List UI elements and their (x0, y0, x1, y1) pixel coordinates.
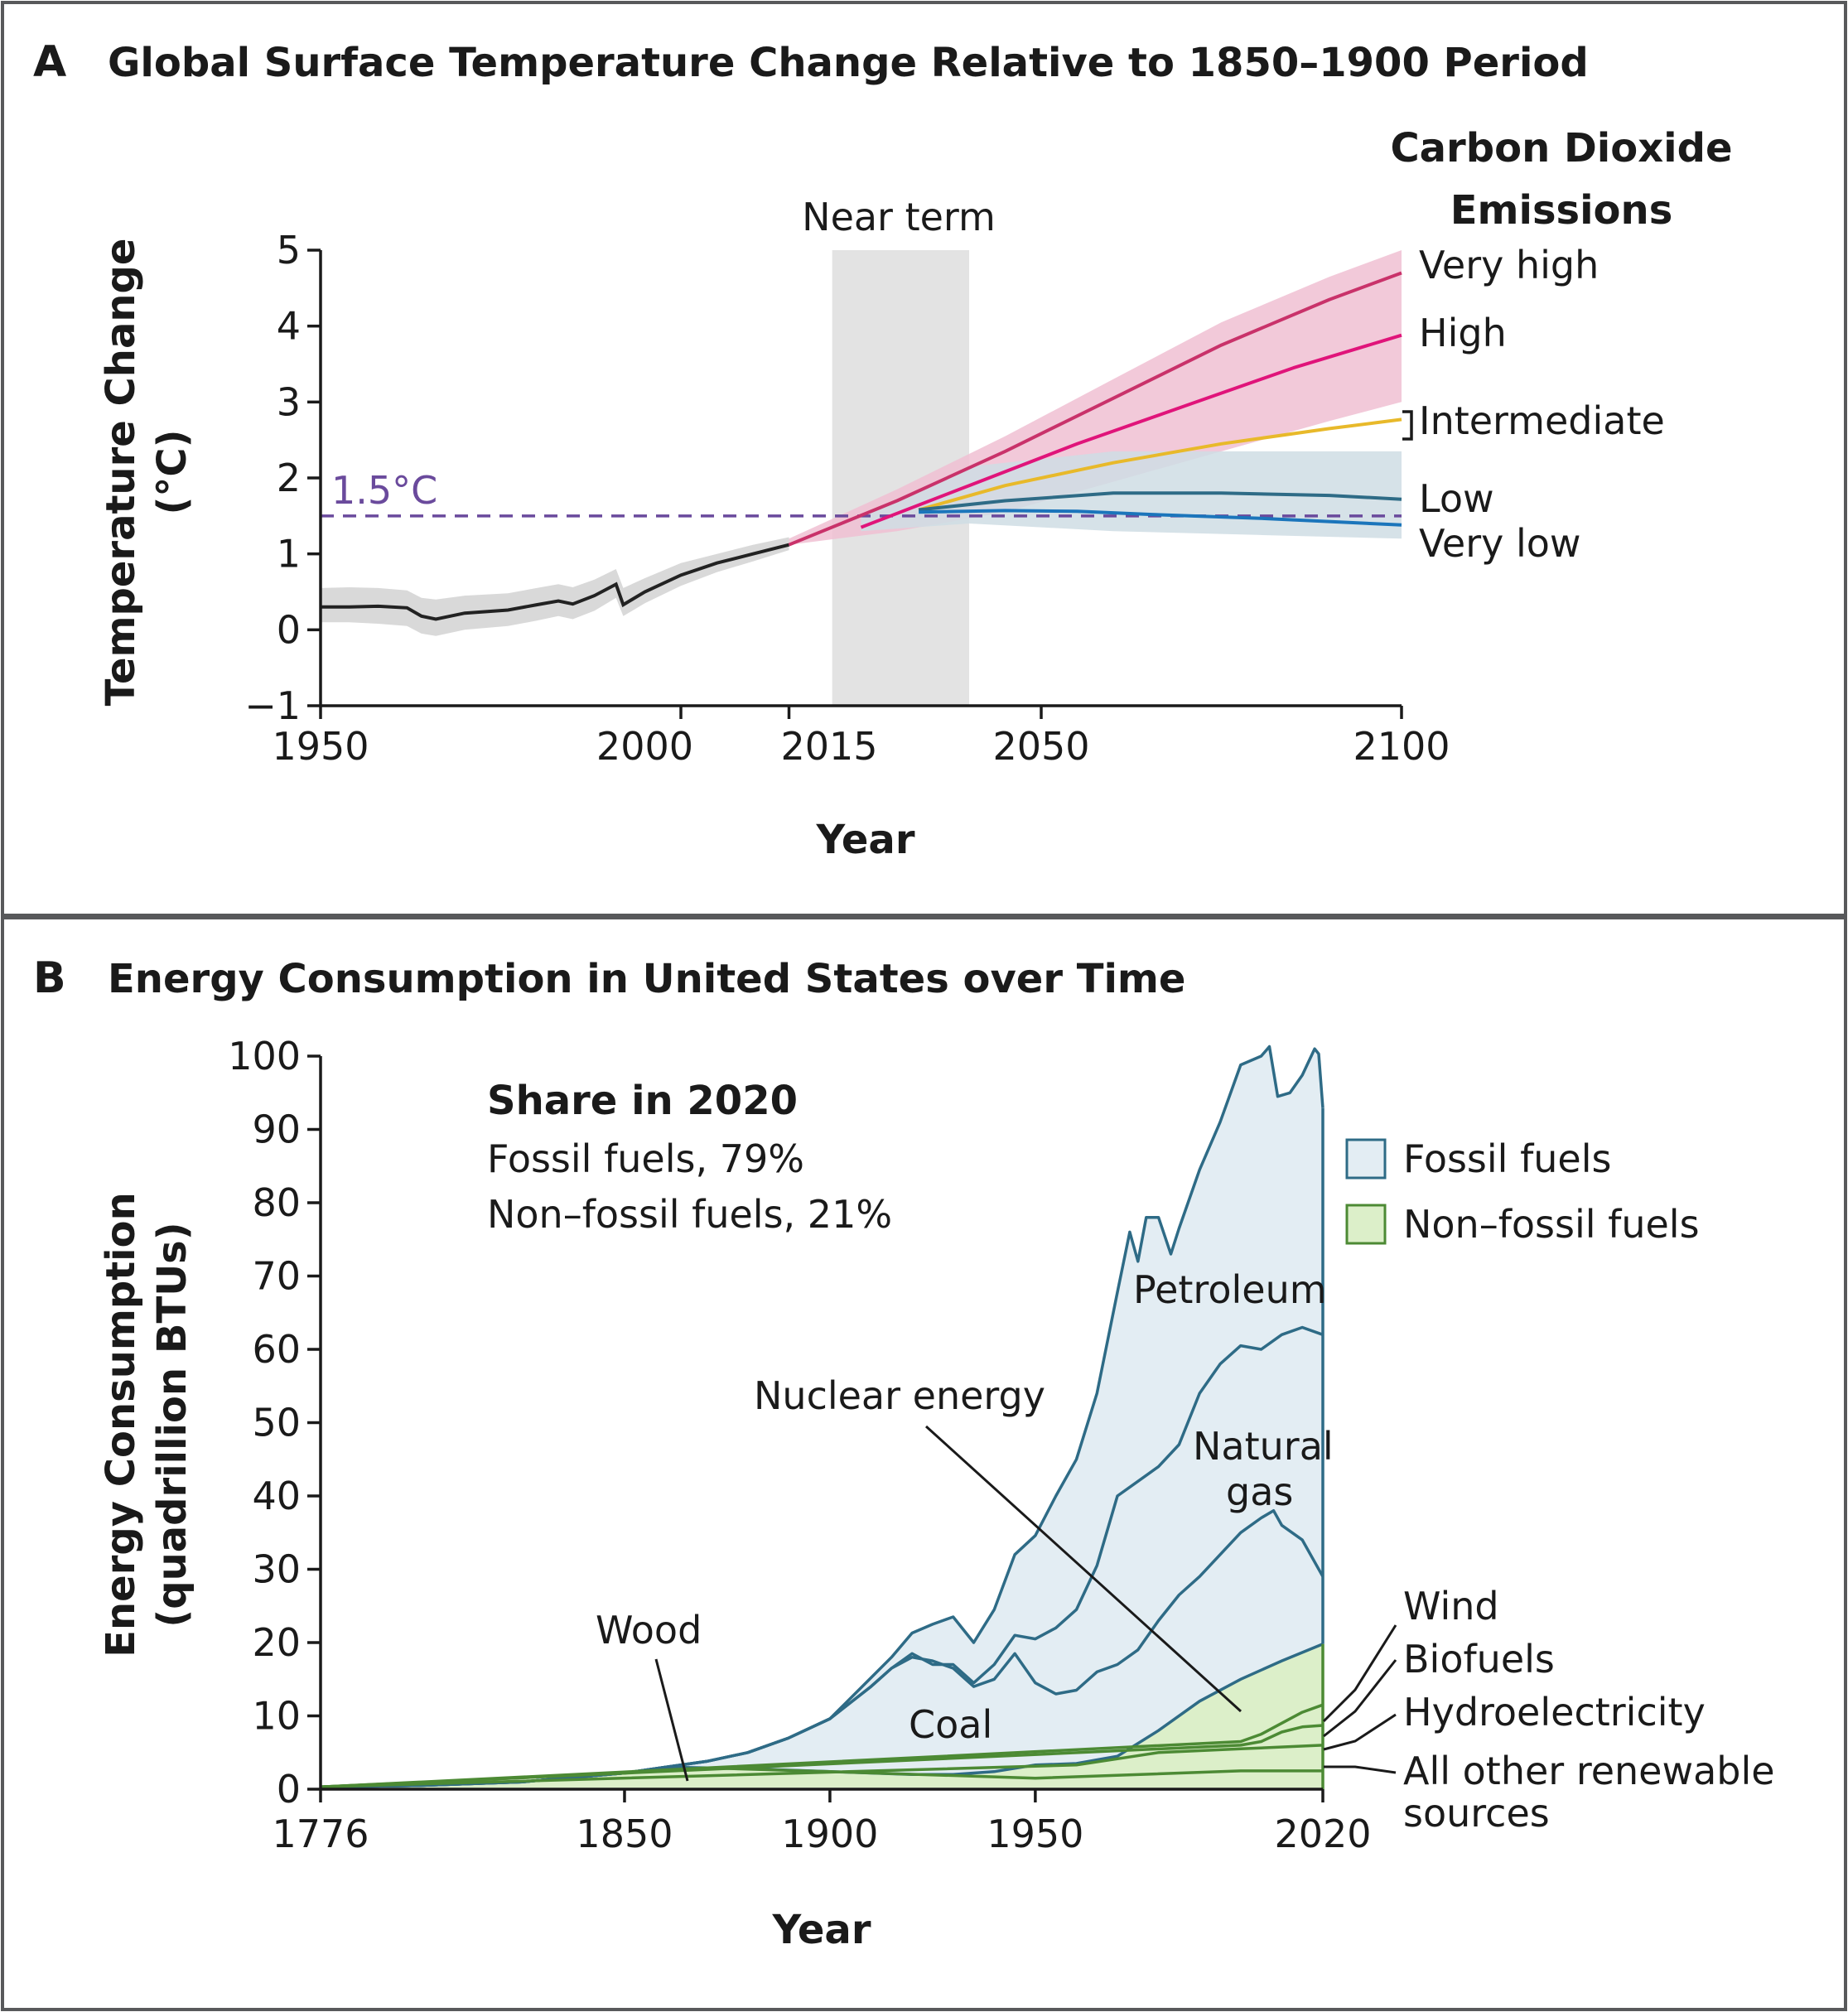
legend-swatch-fossil (1345, 1138, 1387, 1180)
panel-a-xtick-label: 1950 (272, 724, 369, 769)
panel-b-ytick-label: 60 (252, 1327, 301, 1372)
label-biofuels: Biofuels (1403, 1637, 1555, 1681)
leader-wind (1322, 1624, 1397, 1723)
panel-b-x-axis-title: Year (772, 1907, 871, 1953)
series-line-intermediate (918, 417, 1402, 512)
panel-a-xtick-label: 2015 (781, 724, 878, 769)
leader-nuclear (924, 1425, 1242, 1713)
historical-uncertainty-band (321, 537, 789, 636)
label-natural-gas-line2: gas (1226, 1469, 1293, 1514)
label-coal: Coal (909, 1702, 992, 1747)
panel-a-y-axis-title: Temperature Change (°C) (98, 239, 195, 707)
panel-a-xtick-label: 2100 (1353, 724, 1450, 769)
panel-b-lines (320, 1045, 1324, 1789)
near-term-label: Near term (802, 195, 996, 239)
threshold-label: 1.5°C (331, 468, 437, 513)
series-label-low: Low (1419, 476, 1494, 521)
label-wind: Wind (1403, 1584, 1499, 1628)
panel-b-title: Energy Consumption in United States over… (108, 956, 1185, 1002)
panel-b-y-axis-title-line2: (quadrillion BTUs) (149, 1222, 195, 1627)
panel-a-title: Global Surface Temperature Change Relati… (108, 40, 1589, 86)
panel-b-ytick-label: 20 (252, 1620, 301, 1665)
series-line-high (860, 333, 1402, 529)
label-wood: Wood (596, 1608, 702, 1653)
series-label-intermediate: Intermediate (1419, 398, 1665, 443)
panel-b-ytick-label: 0 (277, 1767, 301, 1812)
panel-b-ytick-label: 50 (252, 1401, 301, 1445)
panel-a-ytick-label: 4 (277, 304, 301, 349)
share-title: Share in 2020 (487, 1078, 798, 1124)
label-petroleum: Petroleum (1133, 1267, 1327, 1312)
panel-a-xtick-label: 2000 (596, 724, 693, 769)
panel-b-xtick-label: 1776 (272, 1812, 369, 1856)
panel-b-xtick-label: 1950 (987, 1812, 1083, 1856)
series-label-high: High (1419, 311, 1507, 355)
series-label-very-high: Very high (1419, 243, 1599, 287)
historical-line (321, 543, 789, 621)
label-nuclear: Nuclear energy (754, 1373, 1045, 1418)
panel-b-xtick-label: 1850 (576, 1812, 673, 1856)
leader-hydro (1323, 1713, 1397, 1751)
share-nonfossil: Non–fossil fuels, 21% (487, 1192, 892, 1237)
panel-b-frame (1, 916, 1847, 2011)
label-natural-gas-line1: Natural (1193, 1424, 1334, 1469)
legend-label-fossil: Fossil fuels (1403, 1136, 1611, 1181)
series-label-very-low: Very low (1419, 521, 1581, 566)
panel-b-xtick-label: 2020 (1274, 1812, 1371, 1856)
panel-a-ytick-label: 1 (277, 532, 301, 577)
nonfossil-fuels-area (321, 1643, 1323, 1789)
panel-a-lines (321, 271, 1402, 621)
leader-other (1324, 1765, 1397, 1774)
layer-line-coal (320, 1508, 1324, 1789)
panel-b-ytick-label: 100 (228, 1034, 301, 1078)
panel-b-ytick-label: 40 (252, 1474, 301, 1518)
layer-line-wind (320, 1703, 1324, 1789)
leader-biofuels (1323, 1659, 1397, 1738)
panel-b-axes: 0 10 20 30 40 50 60 70 80 90 100 1776 1850 1900 1950 20… (228, 1034, 1371, 1856)
fossil-fuels-area (321, 1046, 1323, 1788)
series-line-very-low (919, 509, 1402, 527)
panel-b-letter: B (33, 953, 66, 1003)
layer-line-all-other-renewable-sources (320, 1766, 1323, 1789)
panel-b-ytick-label: 70 (252, 1254, 301, 1299)
panel-b-ytick-label: 10 (252, 1694, 301, 1739)
panel-b-xtick-label: 1900 (781, 1812, 878, 1856)
panel-a-y-axis-title-line2: (°C) (149, 429, 195, 514)
emissions-title-line2: Emissions (1450, 187, 1673, 234)
panel-a-x-axis-title: Year (816, 817, 915, 863)
label-hydro: Hydroelectricity (1403, 1690, 1706, 1735)
legend-swatch-nonfossil (1345, 1204, 1387, 1245)
emissions-title-line1: Carbon Dioxide (1390, 125, 1732, 171)
intermediate-bracket (1402, 410, 1413, 441)
legend-label-nonfossil: Non–fossil fuels (1403, 1202, 1700, 1247)
panel-a-xtick-label: 2050 (992, 724, 1089, 769)
panel-b-y-axis-title: Energy Consumption (quadrillion BTUs) (98, 1192, 195, 1657)
panel-b-y-axis-title-line1: Energy Consumption (98, 1192, 144, 1657)
series-line-very-high (788, 271, 1402, 547)
panel-a-ytick-label: 0 (277, 607, 301, 652)
layer-line-biofuels (320, 1724, 1324, 1789)
label-other-line1: All other renewable (1403, 1749, 1775, 1793)
leader-wood (654, 1658, 689, 1782)
panel-b-ytick-label: 90 (252, 1107, 301, 1152)
panel-a-ytick-label: 2 (277, 456, 301, 500)
panel-a-y-axis-title-line1: Temperature Change (98, 239, 144, 707)
panel-a-frame (1, 1, 1847, 917)
panel-a-ytick-label: 3 (277, 379, 301, 424)
label-other-line2: sources (1403, 1791, 1550, 1836)
panel-a-axes: −1 0 1 2 3 4 5 1950 2000 2015 2050 2100 (244, 228, 1450, 769)
share-fossil: Fossil fuels, 79% (487, 1136, 804, 1181)
band-high (789, 250, 1402, 545)
panel-b-areas (321, 1046, 1323, 1789)
panel-a-bands (321, 250, 1402, 706)
panel-a-letter: A (33, 37, 66, 87)
panel-b-ytick-label: 80 (252, 1180, 301, 1225)
panel-b-ytick-label: 30 (252, 1547, 301, 1592)
series-line-low (918, 491, 1402, 512)
panel-a-ytick-label: −1 (244, 683, 301, 728)
panel-a-ytick-label: 5 (277, 228, 301, 273)
